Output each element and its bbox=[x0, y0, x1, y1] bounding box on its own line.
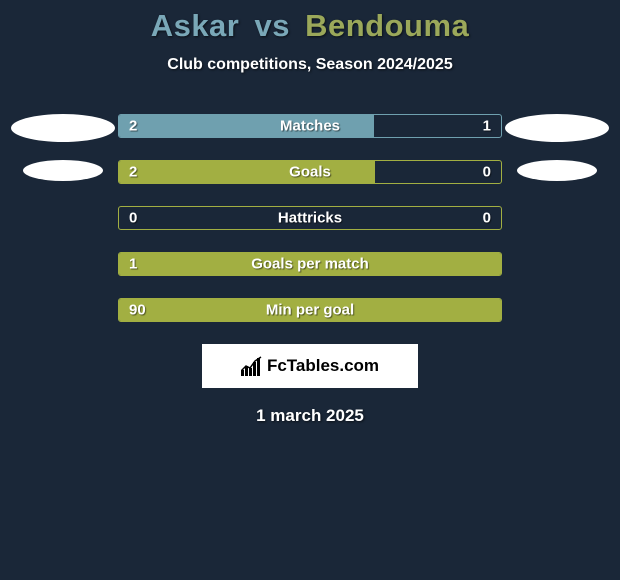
stat-left-value: 1 bbox=[129, 256, 137, 273]
player1-avatar bbox=[11, 114, 115, 142]
comparison-title: Askar vs Bendouma bbox=[0, 8, 620, 44]
stat-right-value: 0 bbox=[483, 210, 491, 227]
stat-label: Goals per match bbox=[251, 256, 369, 273]
stat-row: 0 Hattricks 0 bbox=[8, 206, 612, 230]
right-avatar-slot bbox=[502, 252, 612, 276]
stat-label: Goals bbox=[289, 164, 331, 181]
left-avatar-slot bbox=[8, 206, 118, 230]
stat-rows: 2 Matches 1 2 Goals 0 0 Hattricks 0 1 Goals per ma… bbox=[0, 114, 620, 322]
date: 1 march 2025 bbox=[0, 406, 620, 426]
right-avatar-slot bbox=[502, 114, 612, 138]
stat-row: 2 Matches 1 bbox=[8, 114, 612, 138]
player2-avatar bbox=[505, 114, 609, 142]
stat-left-value: 2 bbox=[129, 164, 137, 181]
stat-bar: 2 Matches 1 bbox=[118, 114, 502, 138]
left-avatar-slot bbox=[8, 252, 118, 276]
stat-row: 1 Goals per match bbox=[8, 252, 612, 276]
right-avatar-slot bbox=[502, 206, 612, 230]
stat-bar: 1 Goals per match bbox=[118, 252, 502, 276]
stat-label: Matches bbox=[280, 118, 340, 135]
stat-bar: 2 Goals 0 bbox=[118, 160, 502, 184]
subtitle: Club competitions, Season 2024/2025 bbox=[0, 56, 620, 74]
player1-name: Askar bbox=[151, 8, 240, 43]
stat-bar-fill bbox=[119, 161, 375, 183]
brand-text: FcTables.com bbox=[267, 356, 379, 376]
title-vs: vs bbox=[255, 8, 290, 43]
brand-box[interactable]: FcTables.com bbox=[202, 344, 418, 388]
stat-left-value: 0 bbox=[129, 210, 137, 227]
player1-avatar bbox=[23, 160, 103, 181]
player2-name: Bendouma bbox=[305, 8, 469, 43]
stat-bar: 90 Min per goal bbox=[118, 298, 502, 322]
stat-label: Min per goal bbox=[266, 302, 354, 319]
stat-left-value: 2 bbox=[129, 118, 137, 135]
brand-chart-icon bbox=[241, 356, 263, 376]
stat-bar: 0 Hattricks 0 bbox=[118, 206, 502, 230]
player2-avatar bbox=[517, 160, 597, 181]
stat-row: 2 Goals 0 bbox=[8, 160, 612, 184]
left-avatar-slot bbox=[8, 160, 118, 184]
stat-right-value: 1 bbox=[483, 118, 491, 135]
left-avatar-slot bbox=[8, 114, 118, 138]
stat-right-value: 0 bbox=[483, 164, 491, 181]
comparison-container: Askar vs Bendouma Club competitions, Sea… bbox=[0, 0, 620, 426]
stat-label: Hattricks bbox=[278, 210, 342, 227]
stat-row: 90 Min per goal bbox=[8, 298, 612, 322]
left-avatar-slot bbox=[8, 298, 118, 322]
right-avatar-slot bbox=[502, 160, 612, 184]
stat-left-value: 90 bbox=[129, 302, 146, 319]
right-avatar-slot bbox=[502, 298, 612, 322]
